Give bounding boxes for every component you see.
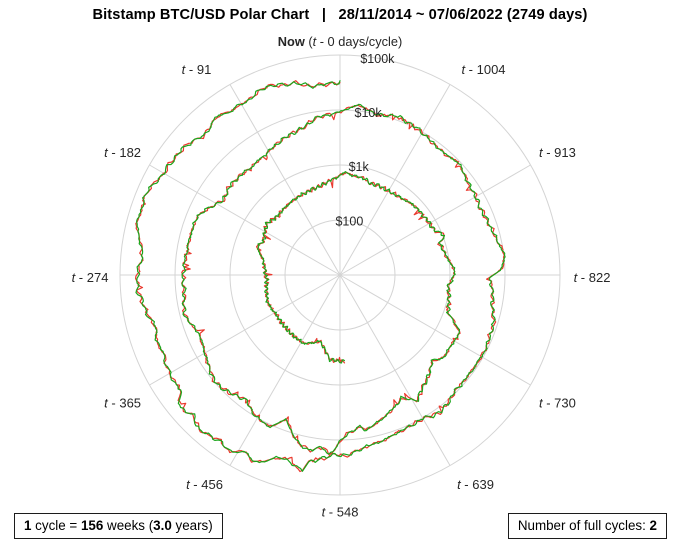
angular-tick-label: t - 913: [539, 145, 576, 160]
angular-grid-line: [339, 274, 531, 386]
angular-tick-label: t - 639: [457, 477, 494, 492]
angular-grid-line: [149, 274, 341, 386]
radial-tick-label: $100: [335, 214, 363, 228]
angular-tick-label: t - 274: [72, 270, 109, 285]
text-segment: 1: [24, 518, 32, 533]
price-spiral-up-trace: [135, 80, 506, 472]
angular-grid-line: [229, 84, 341, 276]
text-segment: 2: [649, 518, 657, 533]
text-segment: 156: [80, 518, 104, 533]
text-segment: t: [312, 34, 317, 49]
chart-subtitle: Now (t - 0 days/cycle): [0, 34, 680, 49]
angular-grid-line: [339, 274, 451, 466]
angular-tick-label: t - 548: [322, 505, 359, 520]
angular-tick-label: t - 1004: [461, 62, 505, 77]
angular-tick-label: t - 182: [104, 145, 141, 160]
text-segment: years): [171, 518, 213, 533]
text-segment: cycle =: [31, 518, 81, 533]
angular-tick-label: t - 91: [182, 62, 212, 77]
cycle-length-box: 1 cycle = 156 weeks (3.0 years): [14, 513, 223, 539]
text-segment: (: [304, 34, 313, 49]
radial-tick-label: $1k: [349, 160, 370, 174]
angular-tick-label: t - 822: [574, 270, 611, 285]
full-cycles-box: Number of full cycles: 2: [507, 513, 667, 539]
angular-grid-line: [339, 164, 531, 276]
text-segment: weeks (: [103, 518, 154, 533]
angular-grid-line: [229, 274, 341, 466]
radial-tick-label: $10k: [355, 106, 383, 120]
text-segment: Number of full cycles:: [517, 518, 650, 533]
chart-title: Bitstamp BTC/USD Polar Chart | 28/11/201…: [92, 7, 588, 23]
angular-grid-line: [339, 84, 451, 276]
price-spiral-down-trace: [135, 80, 505, 473]
radial-tick-label: $100k: [360, 52, 395, 66]
angular-tick-label: t - 730: [539, 396, 576, 411]
text-segment: Now: [277, 34, 305, 49]
angular-tick-label: t - 456: [186, 477, 223, 492]
angular-tick-label: t - 365: [104, 396, 141, 411]
text-segment: 3.0: [153, 518, 172, 533]
angular-grid-line: [149, 164, 341, 276]
text-segment: - 0 days/cycle): [316, 34, 403, 49]
